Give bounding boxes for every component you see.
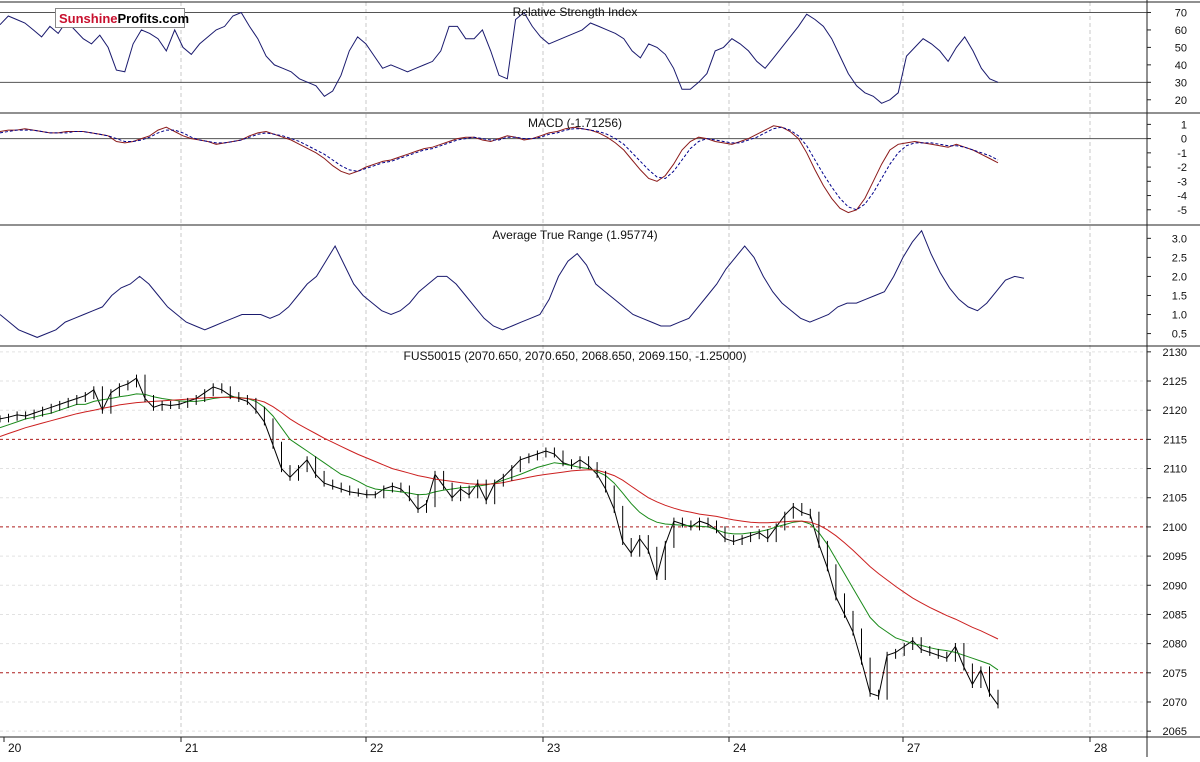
series-line: [0, 396, 999, 640]
y-tick-label: 2110: [1163, 464, 1187, 476]
y-tick-label: 2.0: [1172, 271, 1187, 283]
y-tick-label: 70: [1175, 7, 1187, 19]
x-tick-label: 22: [370, 741, 384, 755]
y-tick-label: 2105: [1163, 493, 1187, 505]
series-line: [0, 125, 999, 214]
x-tick-label: 20: [8, 741, 22, 755]
series-line: [0, 11, 999, 104]
panel-title: Relative Strength Index: [513, 5, 638, 19]
y-tick-label: -1: [1177, 148, 1187, 160]
y-tick-label: -4: [1177, 191, 1187, 203]
text-layer: Relative Strength Index 70 60 50 40 30 20 MACD …: [8, 5, 1187, 755]
reference-lines-layer: [0, 11, 1147, 674]
series-line: [0, 126, 999, 211]
y-tick-label: 0.5: [1172, 329, 1187, 341]
y-tick-label: 2065: [1163, 726, 1187, 738]
y-tick-label: 1.5: [1172, 290, 1187, 302]
y-tick-label: -5: [1177, 205, 1187, 217]
y-tick-label: 3.0: [1172, 233, 1187, 245]
logo-part-2: Profits.com: [117, 11, 190, 26]
panel-title: Average True Range (1.95774): [492, 228, 657, 242]
x-tick-label: 21: [185, 741, 199, 755]
y-tick-label: 2080: [1163, 639, 1187, 651]
y-tick-label: 2130: [1163, 347, 1187, 359]
y-tick-label: 50: [1175, 42, 1187, 54]
y-tick-label: 1.0: [1172, 310, 1187, 322]
y-tick-label: 2085: [1163, 609, 1187, 621]
y-tick-label: 2090: [1163, 580, 1187, 592]
logo-part-1: Sunshine: [59, 11, 118, 26]
y-tick-label: -3: [1177, 176, 1187, 188]
series-line: [0, 229, 1025, 338]
y-tick-label: 0: [1181, 134, 1187, 146]
logo: SunshineProfits.com: [55, 8, 189, 28]
y-tick-label: 2120: [1163, 405, 1187, 417]
panel-title: FUS50015 (2070.650, 2070.650, 2068.650, …: [404, 349, 747, 363]
y-tick-label: 2075: [1163, 668, 1187, 680]
y-tick-label: 2100: [1163, 522, 1187, 534]
series-layer: [0, 11, 1025, 709]
y-tick-label: 2125: [1163, 376, 1187, 388]
x-tick-label: 28: [1094, 741, 1108, 755]
y-tick-label: 2.5: [1172, 252, 1187, 264]
y-tick-label: 30: [1175, 77, 1187, 89]
series-line: [0, 377, 999, 706]
y-tick-label: 60: [1175, 25, 1187, 37]
x-tick-label: 24: [733, 741, 747, 755]
series-line: [0, 393, 999, 671]
y-tick-label: -2: [1177, 162, 1187, 174]
y-tick-label: 20: [1175, 95, 1187, 107]
y-tick-label: 2095: [1163, 551, 1187, 563]
y-tick-label: 2115: [1163, 434, 1187, 446]
x-tick-label: 23: [547, 741, 561, 755]
y-tick-label: 40: [1175, 60, 1187, 72]
x-tick-label: 27: [907, 741, 921, 755]
panel-title: MACD (-1.71256): [528, 116, 622, 130]
y-tick-label: 2070: [1163, 697, 1187, 709]
y-tick-label: 1: [1181, 119, 1187, 131]
